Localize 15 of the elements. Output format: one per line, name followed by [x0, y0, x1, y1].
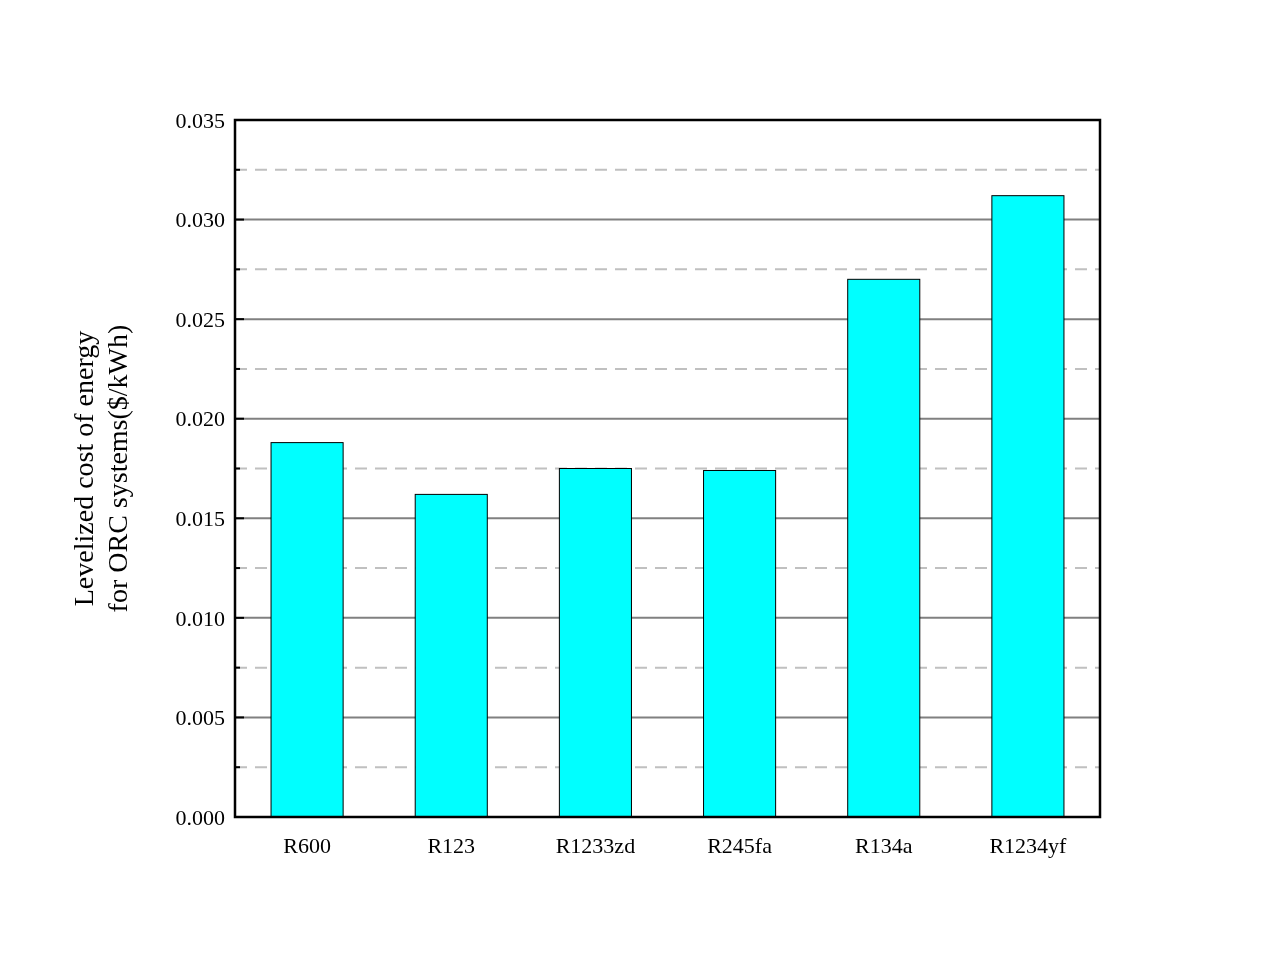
y-axis-title: Levelized cost of energy for ORC systems($/kWh) [68, 324, 133, 613]
y-tick-label: 0.030 [175, 207, 225, 233]
x-tick-label: R123 [427, 833, 476, 858]
y-tick-label: 0.005 [175, 705, 225, 731]
y-tick-label: 0.015 [175, 505, 225, 531]
x-tick-label: R134a [855, 833, 913, 858]
x-tick-label: R245fa [707, 833, 773, 858]
y-tick-label: 0.000 [175, 804, 225, 830]
x-tick-label: R600 [283, 833, 331, 858]
y-tick-label: 0.010 [175, 605, 225, 631]
x-tick-label: R1234yf [989, 833, 1068, 858]
y-tick-label: 0.035 [175, 107, 225, 133]
y-tick-label: 0.025 [175, 306, 225, 332]
y-tick-label: 0.020 [175, 406, 225, 432]
x-tick-label: R1233zd [555, 833, 636, 858]
